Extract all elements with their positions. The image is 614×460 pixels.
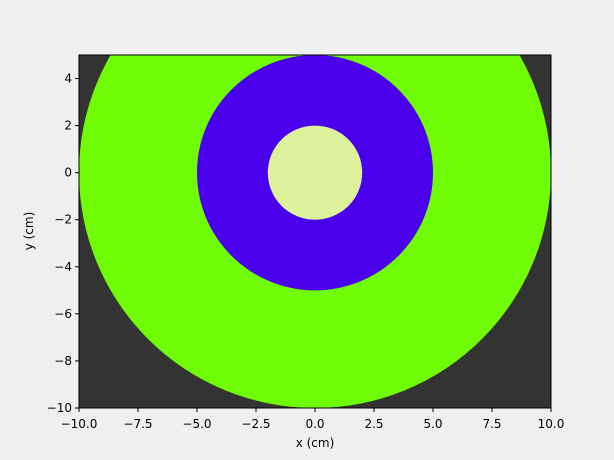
y-tick-label: 0	[64, 166, 72, 180]
x-axis: −10.0 −7.5 −5.0 −2.5 0.0 2.5 5.0 7.5 10.0	[61, 408, 565, 431]
regions	[79, 55, 551, 408]
x-tick-label: 2.5	[364, 417, 383, 431]
x-tick-label: 10.0	[538, 417, 565, 431]
y-tick-label: 2	[64, 119, 72, 133]
x-tick-label: 7.5	[482, 417, 501, 431]
x-tick-label: 0.0	[305, 417, 324, 431]
y-tick-label: −2	[54, 213, 72, 227]
y-tick-label: −6	[54, 307, 72, 321]
y-tick-label: −4	[54, 260, 72, 274]
y-tick-label: −10	[47, 401, 72, 415]
x-tick-label: −2.5	[241, 417, 270, 431]
x-axis-label: x (cm)	[296, 436, 335, 450]
x-tick-label: −7.5	[123, 417, 152, 431]
x-tick-label: −10.0	[61, 417, 98, 431]
y-axis: −10 −8 −6 −4 −2 0 2 4	[47, 72, 79, 415]
x-tick-label: 5.0	[423, 417, 442, 431]
x-tick-label: −5.0	[182, 417, 211, 431]
y-axis-label: y (cm)	[22, 212, 36, 251]
region-circle-2	[267, 125, 363, 220]
y-tick-label: 4	[64, 72, 72, 86]
y-tick-label: −8	[54, 354, 72, 368]
